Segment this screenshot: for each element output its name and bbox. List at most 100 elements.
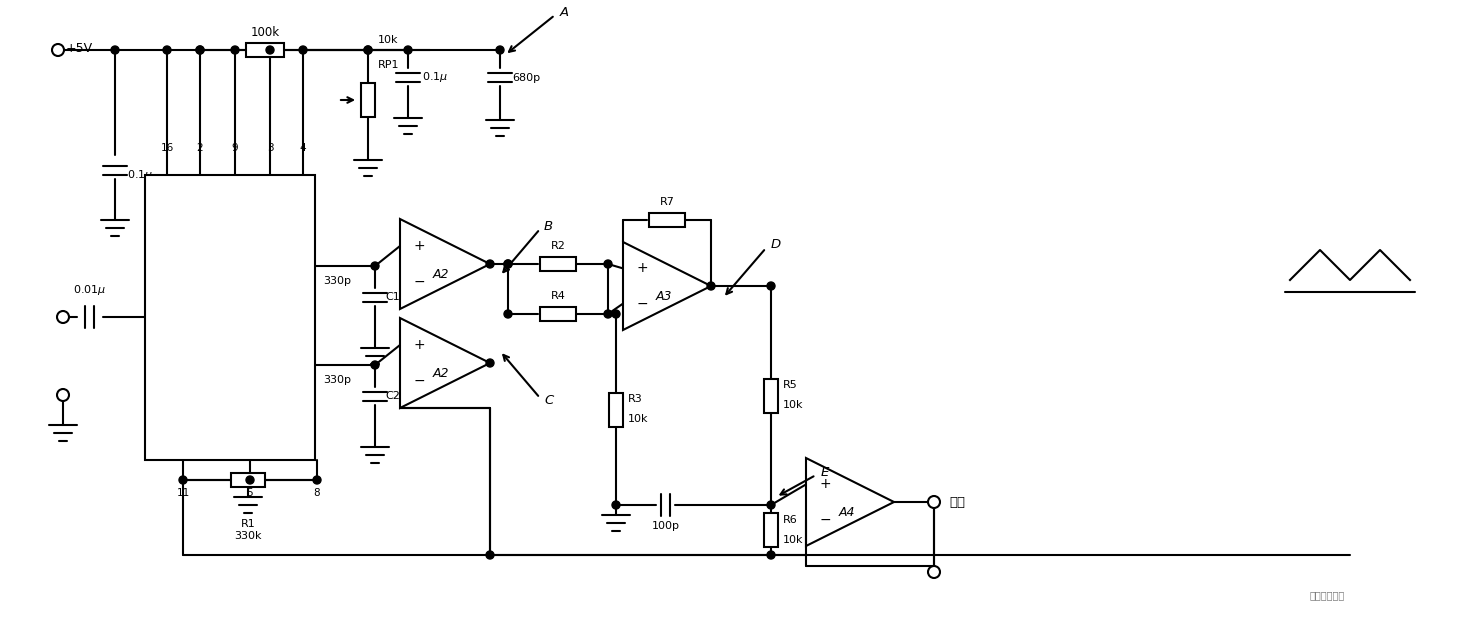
Text: +: + — [414, 338, 426, 352]
Text: −: − — [414, 275, 426, 289]
Text: RP1: RP1 — [377, 60, 399, 70]
Circle shape — [57, 389, 69, 401]
Text: R3: R3 — [628, 394, 643, 404]
Circle shape — [495, 46, 504, 54]
Circle shape — [766, 282, 775, 290]
Text: R4: R4 — [551, 291, 566, 301]
Circle shape — [486, 551, 494, 559]
Circle shape — [504, 260, 511, 268]
Text: 10k: 10k — [657, 213, 677, 223]
Text: B: B — [544, 219, 553, 232]
Text: 10k: 10k — [783, 535, 803, 545]
Circle shape — [196, 46, 203, 54]
Text: IC1: IC1 — [218, 290, 242, 305]
Text: D: D — [771, 237, 781, 250]
Text: 电子开发社区: 电子开发社区 — [1310, 590, 1346, 600]
Text: +: + — [820, 477, 831, 492]
Text: 16: 16 — [161, 143, 174, 153]
Text: R1: R1 — [240, 519, 255, 529]
Text: 330p: 330p — [323, 276, 351, 286]
Text: 11: 11 — [177, 488, 190, 498]
Circle shape — [929, 566, 940, 578]
Text: 9: 9 — [231, 143, 239, 153]
Circle shape — [504, 310, 511, 318]
Bar — [539, 307, 576, 321]
Bar — [231, 473, 265, 487]
Text: 0.1$\mu$: 0.1$\mu$ — [422, 70, 448, 84]
Text: +: + — [414, 239, 426, 253]
Text: −: − — [820, 513, 831, 526]
Circle shape — [766, 551, 775, 559]
Text: C: C — [544, 394, 553, 407]
Text: 6: 6 — [301, 345, 307, 355]
Circle shape — [604, 260, 612, 268]
Circle shape — [404, 46, 413, 54]
Text: +: + — [637, 262, 649, 275]
Bar — [764, 513, 778, 547]
Text: 10k: 10k — [628, 415, 649, 425]
Text: A2: A2 — [432, 268, 448, 281]
Circle shape — [371, 262, 379, 270]
Bar — [539, 257, 576, 271]
Text: R6: R6 — [783, 515, 797, 525]
Bar — [361, 83, 374, 117]
Text: E: E — [821, 466, 830, 479]
Text: −: − — [637, 296, 649, 311]
Text: A4: A4 — [839, 506, 855, 519]
Text: R7: R7 — [659, 197, 675, 207]
Text: C1: C1 — [385, 292, 399, 302]
Text: R2: R2 — [551, 241, 566, 251]
Text: 680p: 680p — [511, 73, 539, 83]
Circle shape — [265, 46, 274, 54]
Text: 14: 14 — [159, 297, 172, 307]
Text: 330k: 330k — [234, 531, 262, 541]
Bar — [609, 392, 624, 427]
Text: 100k: 100k — [545, 307, 570, 317]
Circle shape — [299, 46, 307, 54]
Circle shape — [246, 476, 254, 484]
Circle shape — [929, 496, 940, 508]
Bar — [246, 43, 284, 57]
Text: 8: 8 — [314, 488, 320, 498]
Text: 0.01$\mu$: 0.01$\mu$ — [74, 283, 106, 297]
Text: 输出: 输出 — [949, 495, 965, 508]
Circle shape — [196, 46, 203, 54]
Text: 4: 4 — [299, 143, 307, 153]
Text: A: A — [560, 6, 569, 19]
Circle shape — [364, 46, 371, 54]
Text: 0.1$\mu$: 0.1$\mu$ — [127, 168, 153, 182]
Text: 100k: 100k — [251, 25, 280, 38]
Circle shape — [111, 46, 119, 54]
Circle shape — [57, 311, 69, 323]
Text: 5: 5 — [246, 488, 254, 498]
Text: 100p: 100p — [652, 521, 680, 531]
Text: A3: A3 — [656, 290, 672, 303]
Text: 10k: 10k — [548, 257, 567, 267]
Text: −: − — [414, 374, 426, 388]
Text: 7: 7 — [301, 246, 307, 256]
Circle shape — [178, 476, 187, 484]
Circle shape — [766, 501, 775, 509]
Circle shape — [52, 44, 63, 56]
Text: C2: C2 — [385, 391, 399, 401]
Circle shape — [486, 260, 494, 268]
Text: 330p: 330p — [323, 375, 351, 385]
Text: 2: 2 — [196, 143, 203, 153]
Text: CD4046: CD4046 — [202, 326, 258, 340]
Circle shape — [486, 359, 494, 367]
Bar — [764, 378, 778, 412]
Circle shape — [371, 361, 379, 369]
Text: R5: R5 — [783, 381, 797, 391]
Circle shape — [312, 476, 321, 484]
Circle shape — [612, 310, 621, 318]
Circle shape — [612, 501, 621, 509]
Text: 3: 3 — [267, 143, 273, 153]
Text: +5V: +5V — [66, 42, 93, 55]
Circle shape — [164, 46, 171, 54]
Circle shape — [708, 282, 715, 290]
Circle shape — [504, 260, 511, 268]
Circle shape — [231, 46, 239, 54]
Bar — [649, 213, 685, 227]
Circle shape — [604, 310, 612, 318]
Text: 10k: 10k — [783, 401, 803, 410]
